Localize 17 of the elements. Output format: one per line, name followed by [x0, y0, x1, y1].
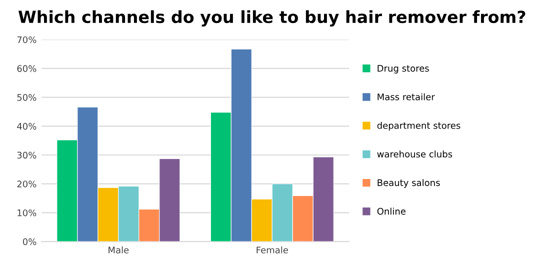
y-tick-label: 40% [17, 122, 36, 130]
x-tick-label: Female [256, 246, 288, 254]
legend-label: Drug stores [378, 64, 429, 74]
y-tick-label: 20% [17, 180, 36, 188]
x-tick-label: Male [108, 246, 129, 254]
legend-label: Beauty salons [378, 179, 440, 188]
y-tick-label: 60% [17, 65, 36, 72]
y-tick-label: 10% [18, 209, 36, 216]
y-tick-label: 30% [17, 152, 36, 159]
y-tick-label: 70% [17, 36, 36, 44]
legend-label: warehouse clubs [377, 150, 452, 158]
y-tick-label: 50% [17, 94, 36, 101]
legend-label: Mass retailer [378, 93, 435, 100]
legend-label: Online [377, 208, 406, 215]
legend-label: department stores [377, 122, 460, 131]
y-tick-label: 0% [22, 238, 36, 246]
chart-title: Which channels do you like to buy hair remover from? [18, 10, 526, 27]
